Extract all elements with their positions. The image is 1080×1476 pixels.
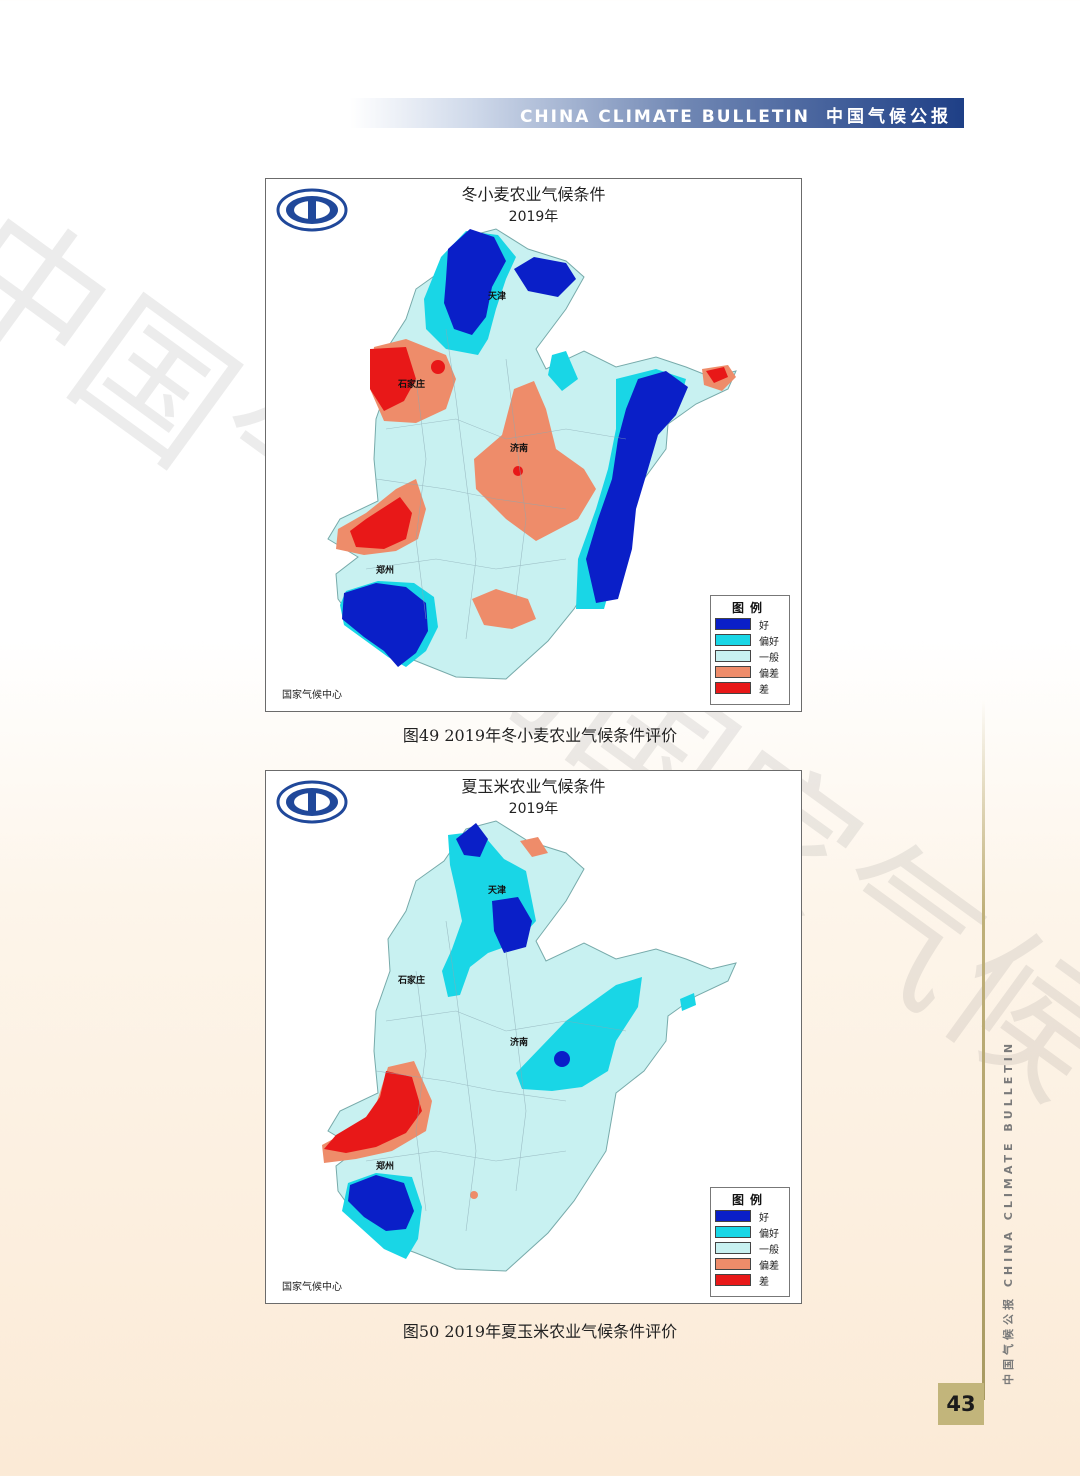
legend-title: 图例	[731, 601, 768, 615]
map-year: 2019年	[508, 801, 559, 817]
legend-item: 差	[715, 1272, 789, 1288]
header-title-cn: 中国气候公报	[826, 107, 952, 127]
legend-swatch	[715, 682, 751, 694]
legend-swatch	[715, 1274, 751, 1286]
legend-label: 偏好	[759, 636, 779, 648]
figure-winter-wheat: 冬小麦农业气候条件 2019年 天津 石家庄 济南 郑州 国家气候中心 图例 好…	[265, 178, 802, 712]
city-label-tianjin: 天津	[488, 886, 507, 896]
map-title: 夏玉米农业气候条件	[461, 777, 606, 796]
legend-label: 偏差	[759, 1260, 779, 1272]
legend-item: 差	[715, 680, 789, 696]
header-title: CHINA CLIMATE BULLETIN 中国气候公报	[520, 102, 952, 127]
cma-logo	[276, 780, 348, 824]
legend-swatch	[715, 1226, 751, 1238]
legend-item: 偏差	[715, 1256, 789, 1272]
map-legend: 图例 好 偏好 一般 偏差 差	[710, 1187, 790, 1297]
figure-caption: 图49 2019年冬小麦农业气候条件评价	[402, 726, 678, 745]
legend-label: 偏好	[759, 1228, 779, 1240]
city-label-shijiazhuang: 石家庄	[398, 380, 426, 390]
legend-label: 好	[759, 1212, 769, 1224]
legend-label: 一般	[759, 652, 779, 664]
map-legend: 图例 好 偏好 一般 偏差 差	[710, 595, 790, 705]
header-title-en: CHINA CLIMATE BULLETIN	[519, 107, 810, 127]
map-winter-wheat	[327, 228, 737, 680]
map-credit: 国家气候中心	[282, 1282, 342, 1293]
map-title: 冬小麦农业气候条件	[461, 185, 606, 204]
figure-caption: 图50 2019年夏玉米农业气候条件评价	[402, 1322, 678, 1341]
city-label-jinan: 济南	[510, 1038, 529, 1048]
legend-swatch	[715, 1242, 751, 1254]
legend-label: 好	[759, 620, 769, 632]
page-number: 43	[938, 1383, 984, 1425]
legend-swatch	[715, 1258, 751, 1270]
figure-summer-corn: 夏玉米农业气候条件 2019年 天津 石家庄 济南 郑州 国家气候中心 图例 好…	[265, 770, 802, 1304]
side-bulletin-title: 中国气候公报 CHINA CLIMATE BULLETIN	[1002, 1039, 1015, 1385]
legend-swatch	[715, 666, 751, 678]
legend-label: 差	[759, 1276, 769, 1288]
legend-item: 一般	[715, 648, 789, 664]
legend-item: 偏好	[715, 1224, 789, 1240]
legend-label: 偏差	[759, 668, 779, 680]
legend-item: 一般	[715, 1240, 789, 1256]
legend-item: 好	[715, 616, 789, 632]
map-summer-corn	[322, 820, 737, 1272]
city-label-zhengzhou: 郑州	[376, 566, 395, 576]
legend-label: 差	[759, 684, 769, 696]
header-band: CHINA CLIMATE BULLETIN 中国气候公报	[350, 98, 964, 128]
legend-title: 图例	[731, 1193, 768, 1207]
legend-item: 好	[715, 1208, 789, 1224]
legend-swatch	[715, 618, 751, 630]
map-credit: 国家气候中心	[282, 690, 342, 701]
legend-item: 偏差	[715, 664, 789, 680]
cma-logo	[276, 188, 348, 232]
city-label-tianjin: 天津	[488, 292, 507, 302]
side-divider	[982, 700, 985, 1400]
legend-swatch	[715, 634, 751, 646]
legend-swatch	[715, 650, 751, 662]
legend-label: 一般	[759, 1244, 779, 1256]
legend-swatch	[715, 1210, 751, 1222]
legend-item: 偏好	[715, 632, 789, 648]
city-label-shijiazhuang: 石家庄	[398, 976, 426, 986]
city-label-jinan: 济南	[510, 444, 529, 454]
map-year: 2019年	[508, 209, 559, 225]
city-label-zhengzhou: 郑州	[376, 1162, 395, 1172]
